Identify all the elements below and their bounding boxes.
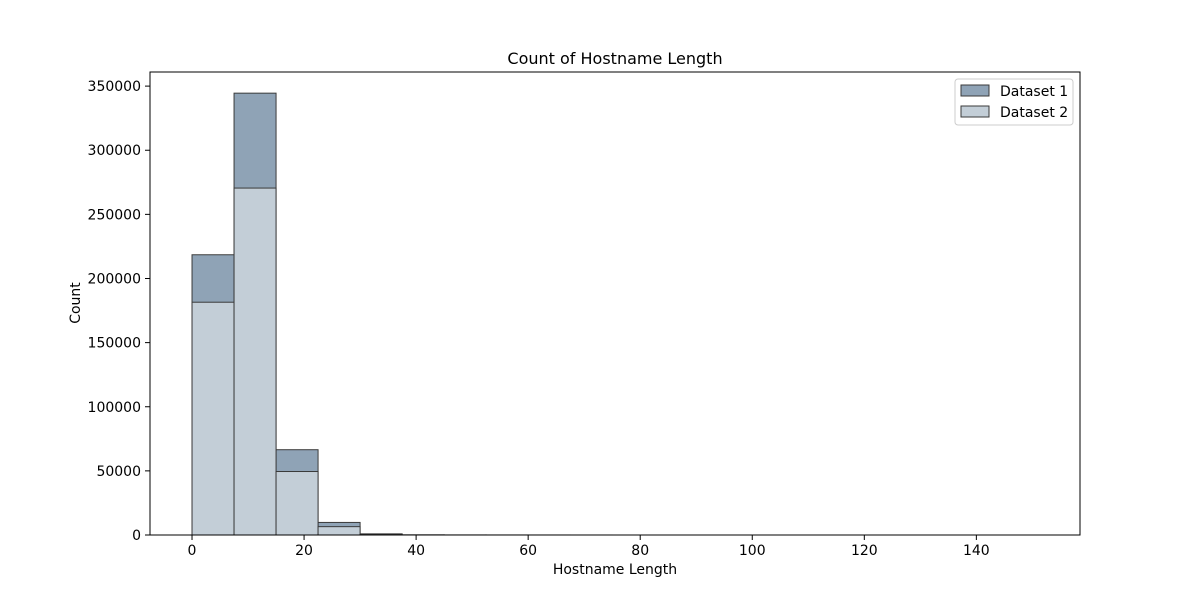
- x-tick-label-4: 80: [631, 543, 649, 559]
- legend-swatch-dataset-2: [961, 106, 989, 117]
- y-tick-label-0: 0: [132, 528, 141, 544]
- y-tick-label-2: 100000: [88, 400, 141, 416]
- y-tick-label-7: 350000: [88, 79, 141, 95]
- x-tick-label-6: 120: [851, 543, 878, 559]
- x-tick-label-7: 140: [963, 543, 990, 559]
- bars-layer: [192, 93, 612, 535]
- bar-series-2-bin-0: [192, 302, 234, 535]
- legend-label-dataset-2: Dataset 2: [1000, 105, 1068, 121]
- x-tick-label-2: 40: [407, 543, 425, 559]
- bar-series-2-bin-1: [234, 188, 276, 535]
- x-tick-label-5: 100: [739, 543, 766, 559]
- legend: Dataset 1 Dataset 2: [955, 79, 1073, 125]
- y-tick-label-6: 300000: [88, 143, 141, 159]
- y-tick-label-3: 150000: [88, 336, 141, 352]
- x-axis-ticks: 0 20 40 60 80 100 120 140: [188, 535, 990, 559]
- y-axis-ticks: 0 50000 100000 150000 200000 250000 300000 3500…: [88, 79, 150, 544]
- bar-series-2-bin-2: [276, 472, 318, 535]
- y-tick-label-5: 250000: [88, 207, 141, 223]
- y-axis-label: Count: [68, 282, 84, 324]
- legend-label-dataset-1: Dataset 1: [1000, 84, 1068, 100]
- x-tick-label-3: 60: [519, 543, 537, 559]
- legend-swatch-dataset-1: [961, 85, 989, 96]
- bar-series-2-bin-3: [318, 527, 360, 535]
- x-tick-label-1: 20: [295, 543, 313, 559]
- x-axis-label: Hostname Length: [553, 562, 677, 578]
- y-tick-label-1: 50000: [96, 464, 141, 480]
- x-tick-label-0: 0: [188, 543, 197, 559]
- y-tick-label-4: 200000: [88, 271, 141, 287]
- chart-title: Count of Hostname Length: [507, 49, 722, 68]
